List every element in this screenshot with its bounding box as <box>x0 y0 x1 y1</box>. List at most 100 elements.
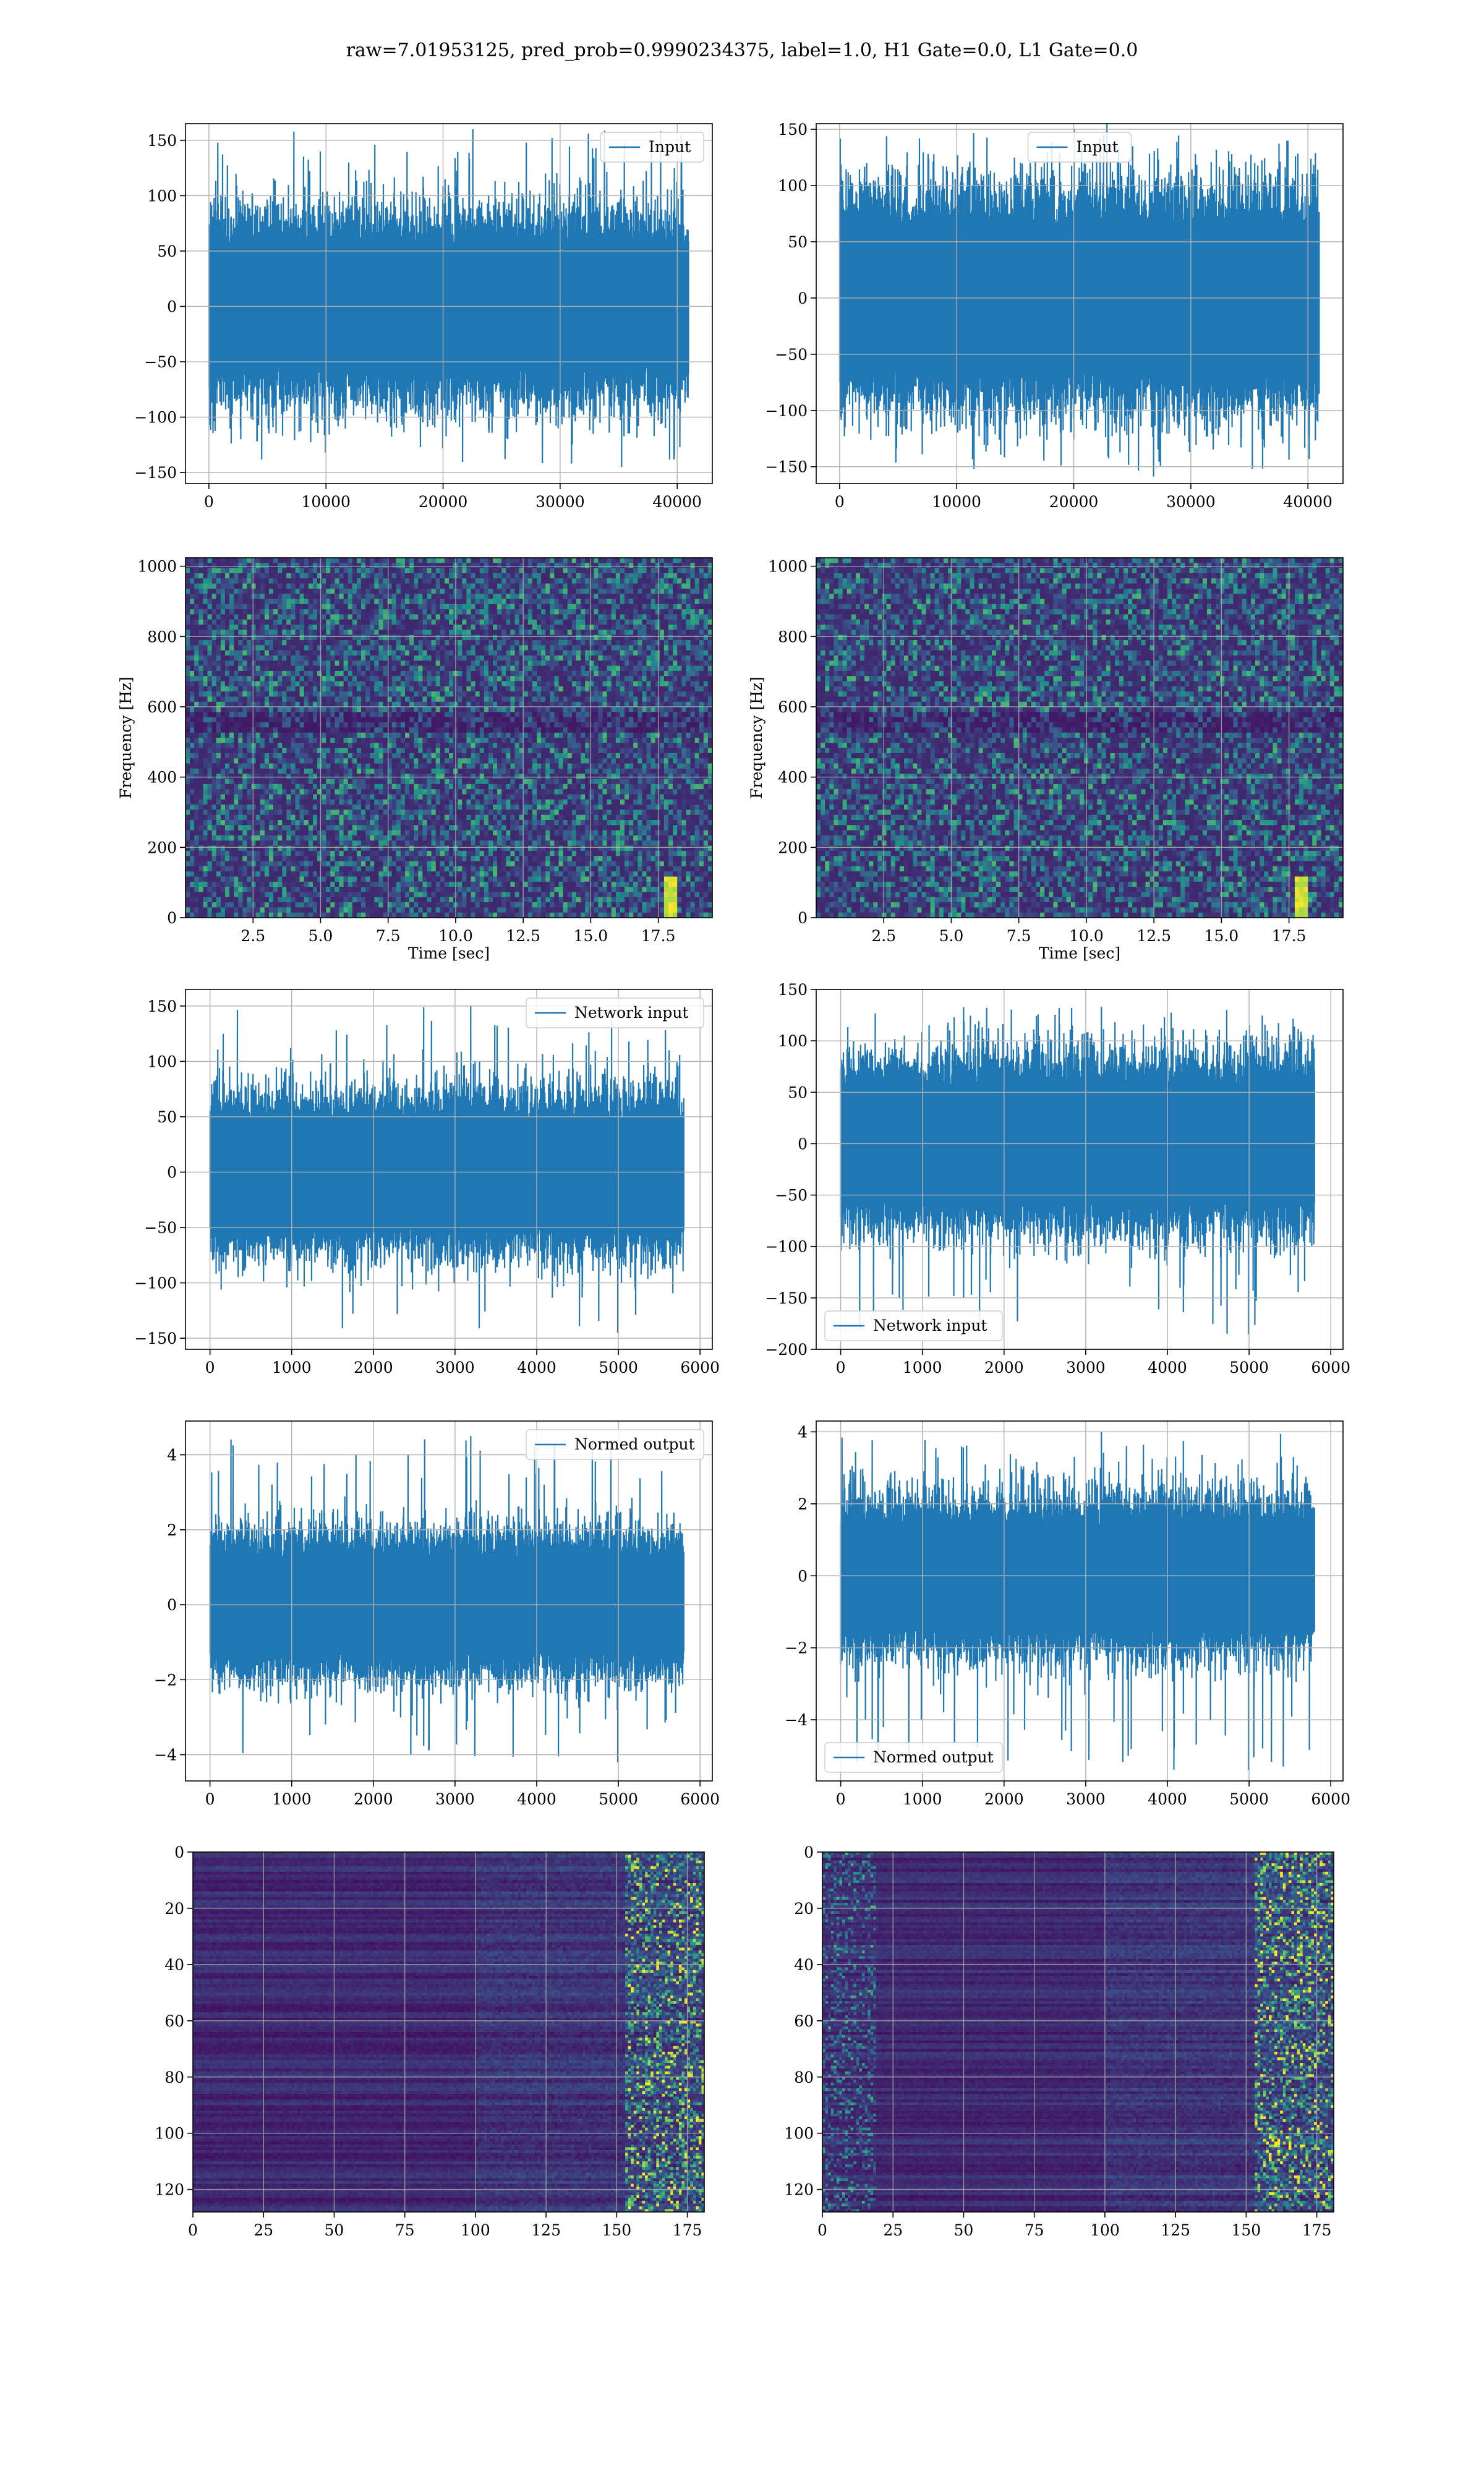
l1-network-input-ytick-label: −100 <box>765 1238 808 1256</box>
l1-feature-map-xtick-label: 150 <box>1231 2221 1261 2239</box>
l1-feature-map-xtick-label: 0 <box>817 2221 827 2239</box>
h1-spectrogram-plot-area <box>186 558 713 918</box>
figure-title: raw=7.01953125, pred_prob=0.9990234375, … <box>0 40 1484 61</box>
l1-network-input-ytick-label: 0 <box>798 1135 808 1153</box>
l1-spectrogram-ytick-label: 1000 <box>768 558 808 576</box>
l1-network-input-xtick-label: 1000 <box>903 1359 942 1377</box>
l1-input-ytick-label: 0 <box>798 289 808 307</box>
h1-network-input-series-line <box>210 1006 684 1333</box>
h1-network-input-xtick-label: 4000 <box>517 1359 556 1377</box>
h1-feature-map-ytick-label: 80 <box>164 2068 184 2086</box>
h1-input-xtick-label: 10000 <box>301 493 351 511</box>
h1-input-ytick-label: 100 <box>147 187 177 205</box>
l1-spectrogram-xlabel: Time [sec] <box>1039 944 1120 962</box>
h1-normed-output-xtick-label: 2000 <box>354 1790 393 1808</box>
l1-input-series-line <box>840 111 1319 477</box>
l1-normed-output-ytick-label: −4 <box>785 1711 808 1729</box>
h1-input-xtick-label: 40000 <box>652 493 702 511</box>
h1-spectrogram-xtick-label: 10.0 <box>438 927 473 945</box>
l1-normed-output-legend-label: Normed output <box>873 1748 994 1766</box>
h1-network-input-xtick-label: 0 <box>205 1359 215 1377</box>
h1-feature-map-xtick-label: 100 <box>461 2221 490 2239</box>
h1-feature-map-xtick-label: 25 <box>254 2221 273 2239</box>
h1-spectrogram-ytick-label: 800 <box>147 628 177 646</box>
l1-feature-map-xtick-label: 25 <box>883 2221 903 2239</box>
l1-input-ytick-label: 150 <box>778 121 808 139</box>
h1-input-ytick-label: 0 <box>167 297 177 315</box>
h1-feature-map-plot-area <box>193 1852 705 2213</box>
l1-spectrogram-xtick-label: 12.5 <box>1136 927 1171 945</box>
h1-feature-map-ytick-label: 100 <box>155 2125 184 2143</box>
l1-input-ytick-label: −150 <box>765 458 808 476</box>
h1-input-xtick-label: 20000 <box>419 493 468 511</box>
l1-network-input-ytick-label: −150 <box>765 1289 808 1307</box>
l1-input-xtick-label: 40000 <box>1283 493 1333 511</box>
h1-feature-map-xtick-label: 175 <box>673 2221 702 2239</box>
l1-input-ytick-label: 50 <box>788 233 808 251</box>
h1-normed-output-ytick-label: 2 <box>167 1521 177 1539</box>
h1-spectrogram-xtick-label: 12.5 <box>506 927 540 945</box>
h1-spectrogram-xtick-label: 15.0 <box>574 927 608 945</box>
h1-spectrogram-ytick-label: 1000 <box>137 558 177 576</box>
h1-spectrogram-ytick-label: 600 <box>147 698 177 716</box>
l1-spectrogram-ytick-label: 800 <box>778 628 808 646</box>
h1-input-ytick-label: −50 <box>144 353 177 371</box>
l1-feature-map-xtick-label: 125 <box>1161 2221 1190 2239</box>
l1-network-input-series-line <box>841 1007 1315 1334</box>
h1-network-input-xtick-label: 6000 <box>680 1359 720 1377</box>
l1-normed-output-xtick-label: 3000 <box>1066 1790 1106 1808</box>
l1-network-input-xtick-label: 3000 <box>1066 1359 1106 1377</box>
h1-spectrogram-xtick-label: 17.5 <box>641 927 676 945</box>
h1-normed-output-legend-label: Normed output <box>574 1435 695 1453</box>
h1-network-input-xtick-label: 2000 <box>354 1359 393 1377</box>
l1-normed-output-xtick-label: 0 <box>836 1790 846 1808</box>
l1-normed-output-xtick-label: 4000 <box>1148 1790 1187 1808</box>
l1-spectrogram-xtick-label: 7.5 <box>1007 927 1031 945</box>
h1-spectrogram-xlabel: Time [sec] <box>408 944 490 962</box>
l1-input-legend-label: Input <box>1077 138 1119 156</box>
l1-feature-map-plot-area <box>822 1852 1334 2213</box>
h1-network-input-xtick-label: 5000 <box>599 1359 638 1377</box>
h1-feature-map-xtick-label: 125 <box>531 2221 561 2239</box>
l1-spectrogram-xtick-label: 5.0 <box>939 927 964 945</box>
h1-network-input-ytick-label: 150 <box>147 997 177 1015</box>
h1-network-input-ytick-label: 100 <box>147 1052 177 1070</box>
h1-feature-map-xtick-label: 0 <box>188 2221 198 2239</box>
h1-normed-output-series-line <box>210 1436 684 1762</box>
h1-feature-map-ytick-label: 40 <box>164 1956 184 1974</box>
h1-normed-output-ytick-label: −2 <box>154 1671 177 1689</box>
h1-input-legend-label: Input <box>649 138 691 156</box>
l1-feature-map-xtick-label: 100 <box>1090 2221 1120 2239</box>
l1-input-xtick-label: 30000 <box>1166 493 1216 511</box>
l1-normed-output-ytick-label: −2 <box>785 1639 808 1657</box>
h1-feature-map-ytick-label: 20 <box>164 1900 184 1918</box>
l1-normed-output-legend: Normed output <box>825 1743 1002 1772</box>
h1-spectrogram-xtick-label: 5.0 <box>309 927 333 945</box>
h1-spectrogram-xtick-label: 7.5 <box>376 927 401 945</box>
l1-input-legend: Input <box>1028 132 1132 162</box>
l1-normed-output-xtick-label: 6000 <box>1311 1790 1350 1808</box>
h1-feature-map-ytick-label: 0 <box>174 1843 184 1861</box>
h1-normed-output-ytick-label: −4 <box>154 1746 177 1764</box>
l1-spectrogram-ytick-label: 200 <box>778 839 808 856</box>
l1-network-input-xtick-label: 2000 <box>984 1359 1024 1377</box>
h1-network-input-xtick-label: 1000 <box>272 1359 312 1377</box>
h1-input-xtick-label: 30000 <box>535 493 585 511</box>
l1-network-input-ytick-label: 100 <box>778 1032 808 1050</box>
l1-normed-output-xtick-label: 5000 <box>1229 1790 1269 1808</box>
l1-normed-output-ytick-label: 4 <box>798 1423 808 1441</box>
l1-spectrogram-xtick-label: 15.0 <box>1205 927 1239 945</box>
h1-normed-output-xtick-label: 3000 <box>435 1790 475 1808</box>
l1-spectrogram-xtick-label: 10.0 <box>1069 927 1104 945</box>
h1-spectrogram-ytick-label: 0 <box>167 909 177 927</box>
h1-normed-output-xtick-label: 6000 <box>680 1790 720 1808</box>
h1-feature-map-xtick-label: 75 <box>395 2221 415 2239</box>
